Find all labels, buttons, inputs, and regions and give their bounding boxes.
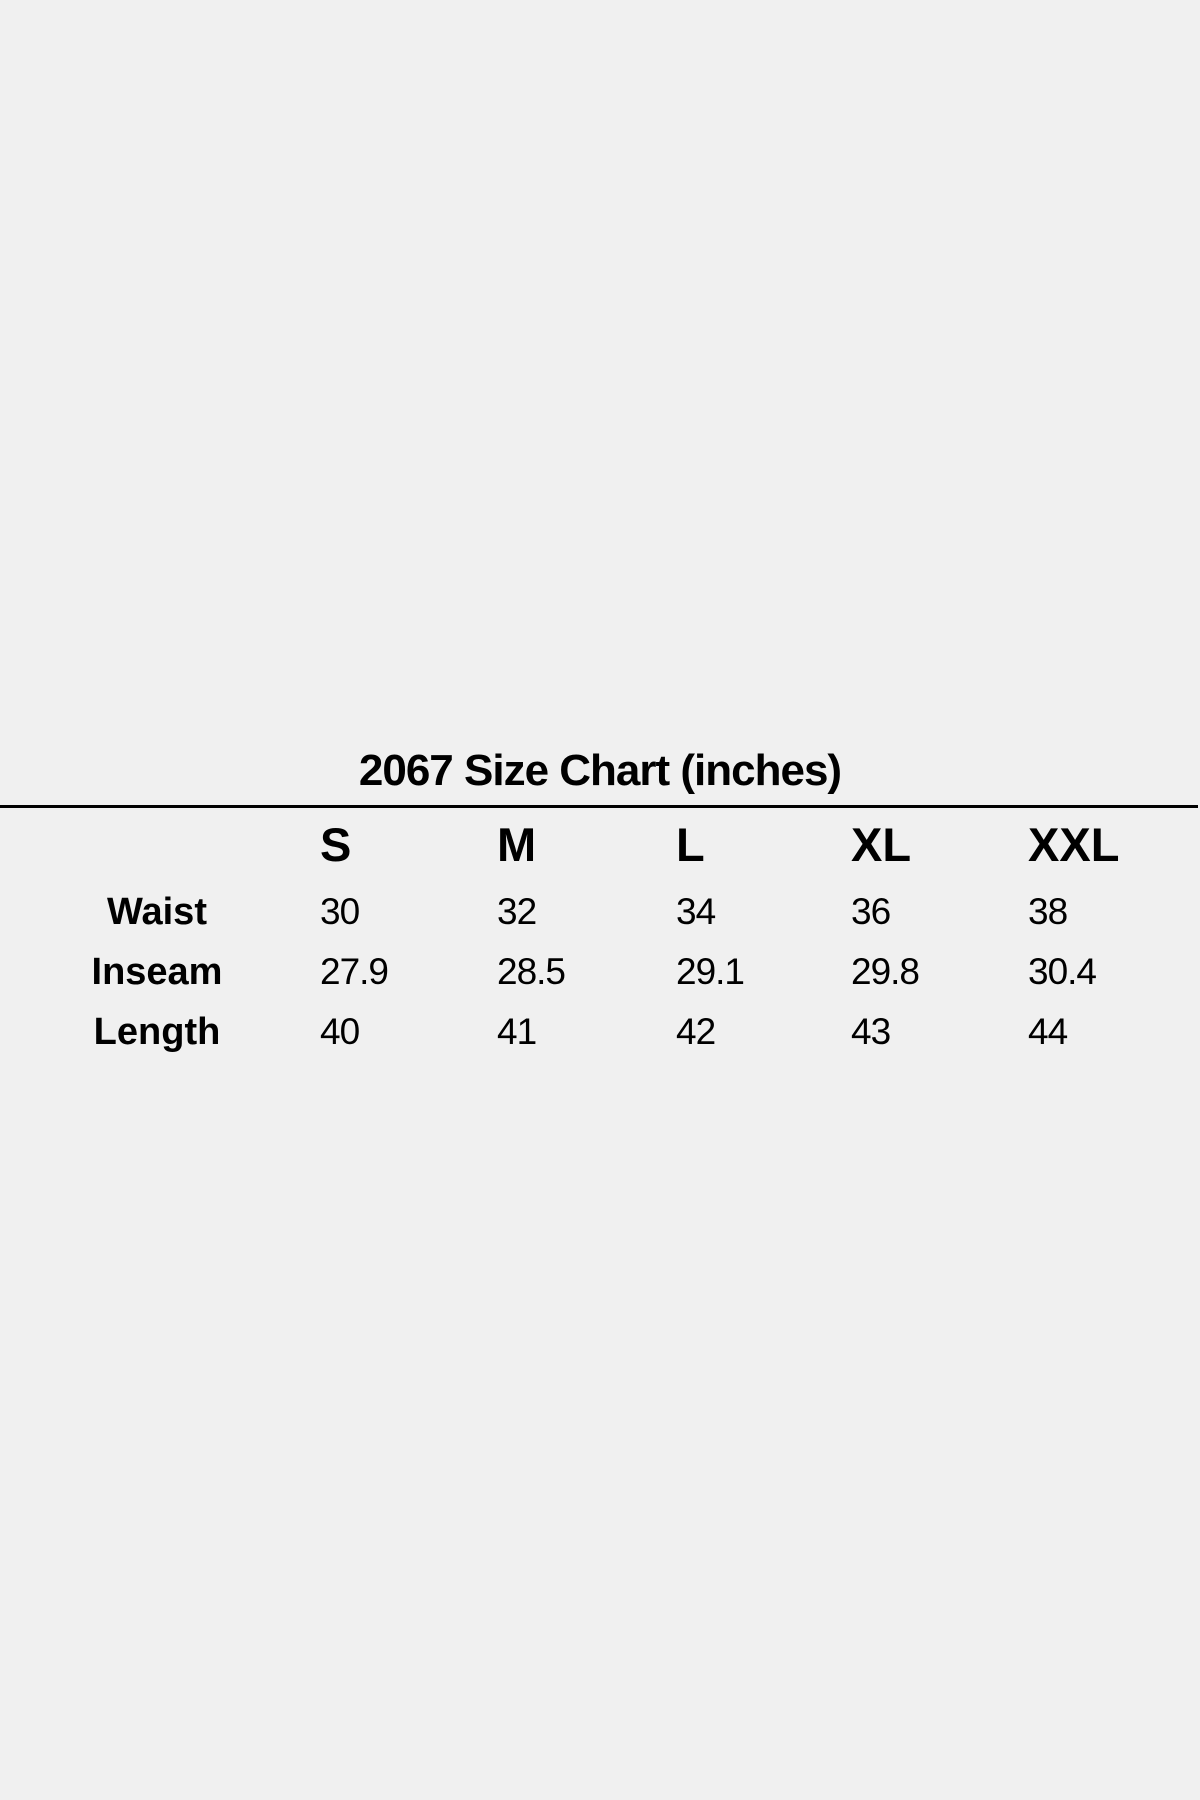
- table-cell: 34: [676, 891, 716, 932]
- header-divider: [0, 805, 1198, 808]
- column-header-s: S: [320, 818, 352, 871]
- chart-title: 2067 Size Chart (inches): [358, 746, 842, 795]
- table-cell: 30: [320, 891, 360, 932]
- column-header-xxl: XXL: [1028, 818, 1120, 871]
- table-cell: 30.4: [1028, 951, 1097, 992]
- table-cell: 27.9: [320, 951, 389, 992]
- table-cell: 36: [851, 891, 891, 932]
- table-cell: 41: [497, 1011, 537, 1052]
- column-header-xl: XL: [851, 818, 912, 871]
- table-cell: 40: [320, 1011, 360, 1052]
- column-header-l: L: [676, 818, 705, 871]
- row-label-waist: Waist: [107, 891, 207, 933]
- table-cell: 29.1: [676, 951, 745, 992]
- table-cell: 43: [851, 1011, 891, 1052]
- row-label-inseam: Inseam: [91, 951, 223, 993]
- table-cell: 29.8: [851, 951, 920, 992]
- table-cell: 28.5: [497, 951, 566, 992]
- row-label-length: Length: [93, 1011, 221, 1053]
- table-cell: 38: [1028, 891, 1068, 932]
- table-cell: 32: [497, 891, 537, 932]
- table-cell: 44: [1028, 1011, 1068, 1052]
- table-cell: 42: [676, 1011, 716, 1052]
- column-header-m: M: [497, 818, 537, 871]
